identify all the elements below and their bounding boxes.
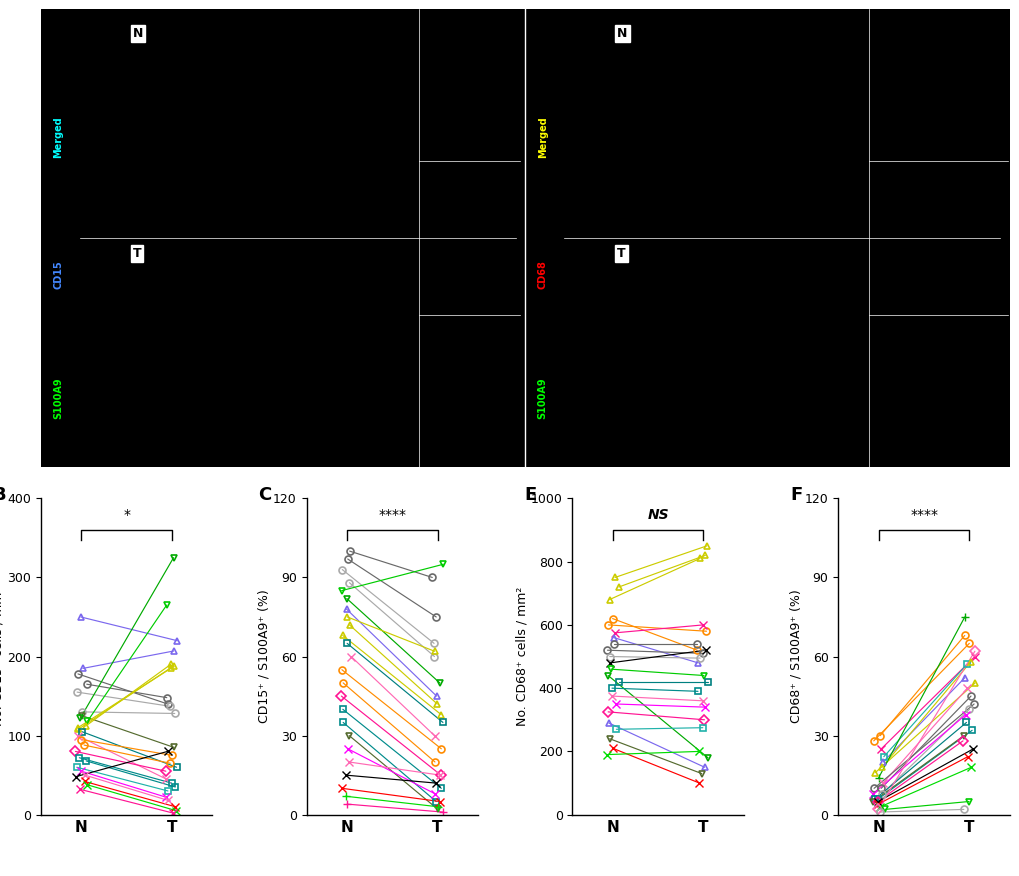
Text: E: E bbox=[524, 485, 536, 504]
Y-axis label: No. CD68⁺ cells / mm²: No. CD68⁺ cells / mm² bbox=[515, 587, 528, 726]
Y-axis label: CD68⁺ / S100A9⁺ (%): CD68⁺ / S100A9⁺ (%) bbox=[789, 590, 801, 724]
Text: N: N bbox=[132, 27, 143, 40]
Y-axis label: No. CD15⁺ cells / mm²: No. CD15⁺ cells / mm² bbox=[0, 587, 4, 726]
Text: CD68: CD68 bbox=[537, 260, 547, 289]
Text: C: C bbox=[259, 485, 272, 504]
Text: T: T bbox=[616, 247, 626, 260]
Text: B: B bbox=[0, 485, 6, 504]
Text: Merged: Merged bbox=[537, 117, 547, 158]
Text: ****: **** bbox=[909, 508, 937, 522]
Text: D: D bbox=[530, 0, 544, 4]
Text: F: F bbox=[790, 485, 802, 504]
Text: S100A9: S100A9 bbox=[537, 378, 547, 420]
Text: *: * bbox=[123, 508, 130, 522]
Text: Merged: Merged bbox=[53, 117, 63, 158]
Text: S100A9: S100A9 bbox=[53, 378, 63, 420]
Text: ****: **** bbox=[378, 508, 406, 522]
Y-axis label: CD15⁺ / S100A9⁺ (%): CD15⁺ / S100A9⁺ (%) bbox=[257, 590, 270, 724]
Text: N: N bbox=[616, 27, 627, 40]
Text: CD15: CD15 bbox=[53, 260, 63, 289]
Text: NS: NS bbox=[647, 508, 668, 522]
Text: A: A bbox=[46, 0, 59, 4]
Text: T: T bbox=[132, 247, 142, 260]
